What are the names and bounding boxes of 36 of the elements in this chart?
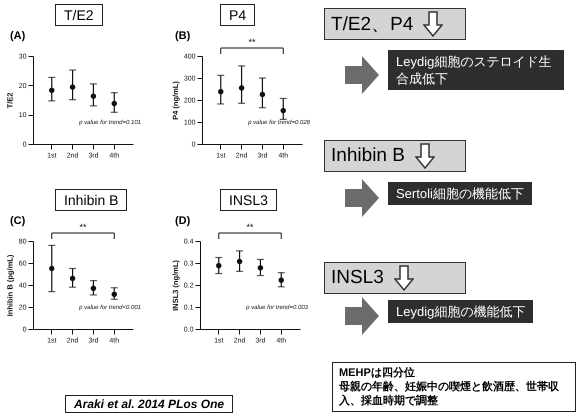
point — [258, 265, 264, 271]
text: Leydig細胞の機能低下 — [388, 300, 534, 323]
point — [49, 266, 54, 272]
text: MEHPは四分位 — [339, 366, 416, 380]
point — [218, 88, 224, 94]
text: ** — [79, 222, 87, 232]
point — [278, 277, 284, 283]
point — [236, 258, 242, 264]
chart-subtitle: (D) — [175, 215, 190, 227]
point — [216, 262, 222, 268]
chart-subtitle: (C) — [10, 215, 26, 227]
text: 母親の年齢、妊娠中の喫煙と飲酒歴、世帯収入、採血時期で調整 — [339, 380, 560, 408]
point — [260, 92, 266, 98]
text: T/E2、P4 — [331, 13, 414, 37]
text: Leydig細胞のステロイド生合成低下 — [388, 50, 564, 90]
point — [49, 88, 54, 94]
point — [70, 84, 76, 90]
text: INSL3 — [331, 267, 384, 289]
chart-title: P4 — [220, 4, 256, 26]
chart-title: T/E2 — [55, 4, 103, 26]
text: ** — [248, 37, 256, 47]
point — [280, 108, 286, 114]
point — [90, 286, 96, 292]
chart-title: Inhibin B — [55, 189, 128, 211]
point — [90, 93, 96, 99]
point — [70, 276, 76, 282]
chart-subtitle: (B) — [175, 30, 190, 42]
point — [238, 85, 244, 91]
text: Sertoli細胞の機能低下 — [388, 182, 532, 205]
chart-subtitle: (A) — [10, 30, 26, 42]
text: ** — [246, 222, 254, 232]
chart-title: INSL3 — [220, 189, 277, 211]
point — [112, 100, 117, 106]
text: Inhibin B — [331, 145, 405, 167]
text: Araki et al. 2014 PLos One — [65, 395, 234, 413]
point — [112, 292, 117, 298]
